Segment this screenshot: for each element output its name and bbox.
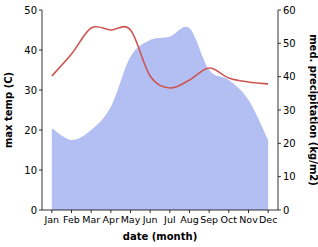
x-tick — [91, 210, 92, 213]
plot-area — [52, 27, 268, 210]
y-tick — [39, 210, 42, 211]
x-tick — [51, 210, 52, 213]
y-tick — [39, 90, 42, 91]
x-tick — [228, 210, 229, 213]
y2-tick — [278, 110, 281, 111]
y2-tick-label: 10 — [283, 171, 296, 182]
y2-tick-label: 60 — [283, 5, 296, 16]
y-tick — [39, 130, 42, 131]
y-tick — [39, 10, 42, 11]
y2-tick — [278, 176, 281, 177]
y2-tick-label: 20 — [283, 138, 296, 149]
x-tick — [110, 210, 111, 213]
y-tick-label: 40 — [24, 45, 37, 56]
y-tick-label: 30 — [24, 85, 37, 96]
chart: 010203040500102030405060JanFebMarAprMayJ… — [0, 0, 318, 247]
y2-tick-label: 30 — [283, 105, 296, 116]
y2-tick — [278, 43, 281, 44]
y2-tick-label: 50 — [283, 38, 296, 49]
x-tick — [268, 210, 269, 213]
y2-tick-label: 40 — [283, 71, 296, 82]
x-tick-label: Jan — [44, 214, 60, 225]
x-tick-label: Oct — [221, 214, 238, 225]
x-tick — [169, 210, 170, 213]
x-tick-label: Aug — [180, 214, 199, 225]
x-tick-label: Feb — [63, 214, 80, 225]
y2-tick — [278, 10, 281, 11]
x-tick-label: Dec — [259, 214, 277, 225]
precipitation-area — [52, 27, 268, 210]
x-tick — [150, 210, 151, 213]
x-tick-label: Sep — [200, 214, 218, 225]
y2-tick — [278, 143, 281, 144]
x-tick-label: Nov — [239, 214, 258, 225]
x-tick-label: Jul — [163, 214, 175, 225]
x-tick — [189, 210, 190, 213]
x-tick — [248, 210, 249, 213]
y-axis-label: max temp (C) — [3, 72, 14, 148]
y2-axis-label: med. precipitation (kg/m2) — [308, 34, 318, 186]
x-axis — [42, 210, 278, 211]
y2-tick — [278, 76, 281, 77]
y-tick-label: 10 — [24, 165, 37, 176]
x-tick — [130, 210, 131, 213]
x-tick-label: Jun — [142, 214, 158, 225]
temperature-line — [52, 27, 268, 88]
x-tick — [209, 210, 210, 213]
y2-tick — [278, 210, 281, 211]
y-tick-label: 0 — [31, 205, 37, 216]
y-tick-label: 20 — [24, 125, 37, 136]
y-tick — [39, 170, 42, 171]
y-tick-label: 50 — [24, 5, 37, 16]
left-axis — [42, 10, 43, 210]
x-axis-label: date (month) — [123, 231, 197, 242]
x-tick-label: Mar — [82, 214, 100, 225]
y2-tick-label: 0 — [283, 205, 289, 216]
x-tick — [71, 210, 72, 213]
x-tick-label: May — [121, 214, 141, 225]
x-tick-label: Apr — [103, 214, 120, 225]
y-tick — [39, 50, 42, 51]
